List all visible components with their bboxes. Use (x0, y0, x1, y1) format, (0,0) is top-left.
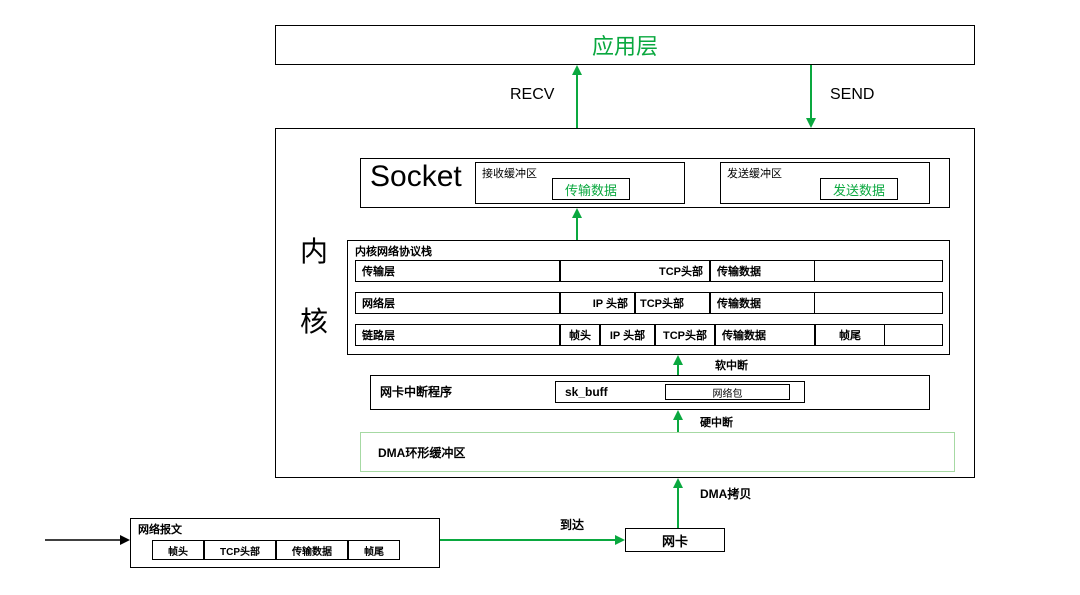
recv-buffer-label: 接收缓冲区 (482, 165, 537, 181)
recv-arrow-icon (571, 65, 583, 128)
transport-layer-label: 传输层 (362, 263, 395, 279)
kernel-label-2: 核 (300, 300, 328, 340)
arrive-arrow-icon (440, 534, 625, 546)
softirq-label: 软中断 (715, 357, 748, 373)
app-layer-box: 应用层 (275, 25, 975, 65)
app-layer-label: 应用层 (592, 29, 658, 61)
recv-data-box: 传输数据 (552, 178, 630, 200)
send-data-label: 发送数据 (833, 180, 885, 199)
nic-box: 网卡 (625, 528, 725, 552)
netpkt-label: 网络包 (713, 385, 743, 400)
packet-cell-data: 传输数据 (276, 540, 348, 560)
transport-label-cell: 传输层 (355, 260, 560, 282)
send-data-box: 发送数据 (820, 178, 898, 200)
packet-cell-frametail: 帧尾 (348, 540, 400, 560)
socket-label: Socket (370, 160, 462, 194)
incoming-arrow-icon (45, 534, 130, 546)
link-frametail-cell: 帧尾 (815, 324, 885, 346)
packet-framehead-label: 帧头 (168, 543, 188, 558)
network-label-cell: 网络层 (355, 292, 560, 314)
dma-copy-label: DMA拷贝 (700, 485, 751, 502)
recv-label: RECV (510, 86, 554, 104)
link-framehead-label: 帧头 (569, 327, 591, 343)
hardirq-label: 硬中断 (700, 414, 733, 430)
nic-label: 网卡 (662, 531, 688, 550)
transport-data-cell: 传输数据 (710, 260, 815, 282)
dma-copy-arrow-icon (672, 478, 684, 528)
transport-tcp-cell: TCP头部 (560, 260, 710, 282)
skbuff-label: sk_buff (565, 385, 608, 399)
kernel-label-1: 内 (300, 230, 328, 270)
transport-tcp-label: TCP头部 (659, 263, 703, 279)
send-arrow-icon (805, 65, 817, 128)
recv-data-label: 传输数据 (565, 180, 617, 199)
network-ip-cell: IP 头部 (560, 292, 635, 314)
network-tcp-cell: TCP头部 (635, 292, 710, 314)
packet-data-label: 传输数据 (292, 543, 332, 558)
network-layer-label: 网络层 (362, 295, 395, 311)
socket-to-stack-arrow-icon (571, 208, 583, 240)
packet-frametail-label: 帧尾 (364, 543, 384, 558)
dma-ring-label: DMA环形缓冲区 (378, 444, 465, 461)
packet-msg-label: 网络报文 (138, 521, 182, 537)
transport-data-label: 传输数据 (717, 263, 761, 279)
arrive-label: 到达 (560, 516, 584, 533)
packet-cell-tcp: TCP头部 (204, 540, 276, 560)
hardirq-arrow-icon (672, 410, 684, 432)
network-ip-label: IP 头部 (593, 295, 628, 311)
link-framehead-cell: 帧头 (560, 324, 600, 346)
link-frametail-label: 帧尾 (839, 327, 861, 343)
netpkt-box: 网络包 (665, 384, 790, 400)
isr-label: 网卡中断程序 (380, 383, 452, 400)
protocol-stack-label: 内核网络协议栈 (355, 243, 432, 259)
softirq-arrow-icon (672, 355, 684, 375)
network-data-cell: 传输数据 (710, 292, 815, 314)
packet-tcp-label: TCP头部 (220, 543, 260, 558)
network-data-label: 传输数据 (717, 295, 761, 311)
link-ip-label: IP 头部 (610, 327, 645, 343)
send-label: SEND (830, 86, 874, 104)
link-ip-cell: IP 头部 (600, 324, 655, 346)
link-data-label: 传输数据 (722, 327, 766, 343)
link-label-cell: 链路层 (355, 324, 560, 346)
network-tcp-label: TCP头部 (640, 295, 684, 311)
link-tcp-cell: TCP头部 (655, 324, 715, 346)
packet-cell-framehead: 帧头 (152, 540, 204, 560)
link-layer-label: 链路层 (362, 327, 395, 343)
send-buffer-label: 发送缓冲区 (727, 165, 782, 181)
link-tcp-label: TCP头部 (663, 327, 707, 343)
link-data-cell: 传输数据 (715, 324, 815, 346)
